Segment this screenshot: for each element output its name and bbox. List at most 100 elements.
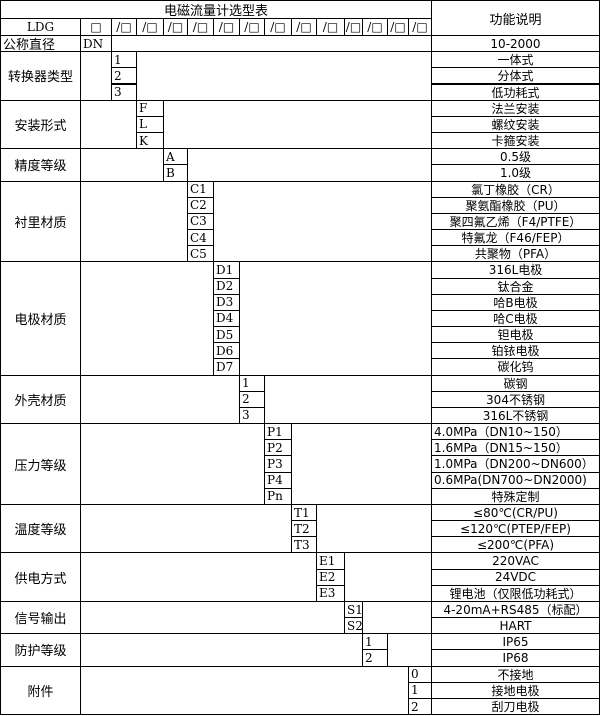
group-label: 安装形式	[0, 99, 81, 150]
option-desc: 304不锈钢	[431, 390, 600, 408]
option-desc: 聚氨酯橡胶（PU）	[431, 196, 600, 214]
option-code: 0	[408, 665, 432, 683]
option-code: C5	[187, 245, 214, 263]
group-label: 防护等级	[0, 633, 81, 667]
option-desc: 卡箍安装	[431, 132, 600, 150]
option-desc: 哈C电极	[431, 309, 600, 328]
model-slot: /□	[111, 18, 137, 36]
option-code: E1	[316, 552, 345, 570]
blank-cell	[80, 51, 112, 101]
option-code: E3	[316, 584, 345, 602]
option-code: T2	[291, 520, 317, 538]
blank-cell	[387, 633, 432, 667]
option-code: T3	[291, 536, 317, 554]
option-desc: 一体式	[431, 51, 600, 69]
option-code: 1	[239, 374, 265, 392]
option-code: S2	[344, 617, 363, 635]
option-code: L	[136, 115, 164, 133]
option-desc: 4.0MPa（DN10~150）	[431, 423, 600, 441]
option-code: 3	[239, 406, 265, 425]
blank-cell	[80, 148, 164, 182]
option-desc: 碳化钨	[431, 358, 600, 376]
option-desc: HART	[431, 617, 600, 635]
model-prefix: LDG	[0, 18, 81, 36]
group-label: 电极材质	[0, 261, 81, 376]
option-desc: 氯丁橡胶（CR）	[431, 180, 600, 198]
option-code: D5	[213, 326, 240, 344]
option-code: T1	[291, 503, 317, 522]
option-desc: 低功耗式	[431, 83, 600, 101]
option-code: 1	[362, 633, 388, 651]
blank-cell	[316, 503, 432, 554]
blank-cell	[80, 180, 188, 263]
option-desc: 0.6MPa(DN700~DN2000)	[431, 471, 600, 489]
group-label: 供电方式	[0, 552, 81, 602]
model-slot: /□	[136, 18, 164, 36]
option-code: C3	[187, 212, 214, 231]
option-code: A	[163, 148, 188, 166]
blank-cell	[80, 633, 363, 667]
option-desc: 24VDC	[431, 568, 600, 586]
option-code: D2	[213, 277, 240, 295]
blank-cell	[80, 423, 265, 505]
group-label: 压力等级	[0, 423, 81, 505]
option-desc: 316L电极	[431, 261, 600, 279]
blank-cell	[111, 35, 432, 53]
option-code: 2	[239, 390, 265, 408]
blank-cell	[80, 503, 292, 554]
model-slot: /□	[239, 18, 265, 36]
blank-cell	[163, 99, 432, 150]
blank-cell	[187, 148, 432, 182]
option-code: S1	[344, 600, 363, 619]
blank-cell	[80, 261, 214, 376]
option-code: 1	[111, 51, 137, 69]
option-desc: ≤120℃(PTEP/FEP)	[431, 520, 600, 538]
blank-cell	[80, 374, 240, 425]
option-desc: 4-20mA+RS485（标配）	[431, 600, 600, 619]
blank-cell	[362, 600, 432, 635]
model-slot: /□	[213, 18, 240, 36]
option-code: 2	[111, 67, 137, 85]
blank-cell	[136, 51, 432, 101]
option-desc: 法兰安装	[431, 99, 600, 117]
option-code: D4	[213, 309, 240, 328]
group-label: 衬里材质	[0, 180, 81, 263]
option-code: D1	[213, 261, 240, 279]
group-label: 精度等级	[0, 148, 81, 182]
option-desc: 220VAC	[431, 552, 600, 570]
option-desc: 特殊定制	[431, 487, 600, 505]
option-code: B	[163, 164, 188, 182]
option-code: D7	[213, 358, 240, 376]
blank-cell	[344, 552, 432, 602]
nominal-code: DN	[80, 35, 112, 53]
nominal-diameter-label: 公称直径	[0, 35, 81, 53]
option-desc: IP65	[431, 633, 600, 651]
option-desc: 分体式	[431, 67, 600, 85]
group-label: 外壳材质	[0, 374, 81, 425]
option-desc: ≤80℃(CR/PU)	[431, 503, 600, 522]
blank-cell	[80, 665, 409, 716]
nominal-desc: 10-2000	[431, 35, 600, 53]
option-code: P1	[264, 423, 292, 441]
option-code: F	[136, 99, 164, 117]
blank-cell	[264, 374, 432, 425]
option-code: 2	[362, 649, 388, 667]
option-code: C2	[187, 196, 214, 214]
option-desc: 316L不锈钢	[431, 406, 600, 425]
blank-cell	[291, 423, 432, 505]
option-code: D3	[213, 293, 240, 311]
option-code: 1	[408, 681, 432, 699]
group-label: 转换器类型	[0, 51, 81, 101]
option-desc: 特氟龙（F46/FEP）	[431, 229, 600, 247]
blank-cell	[239, 261, 432, 376]
option-desc: 聚四氟乙烯（F4/PTFE）	[431, 212, 600, 231]
option-code: K	[136, 132, 164, 150]
option-desc: 锂电池（仅限低功耗式）	[431, 584, 600, 602]
group-label: 温度等级	[0, 503, 81, 554]
blank-cell	[80, 99, 137, 150]
function-header: 功能说明	[431, 0, 600, 36]
model-slot: /□	[344, 18, 363, 36]
option-desc: 接地电极	[431, 681, 600, 699]
blank-cell	[213, 180, 432, 263]
